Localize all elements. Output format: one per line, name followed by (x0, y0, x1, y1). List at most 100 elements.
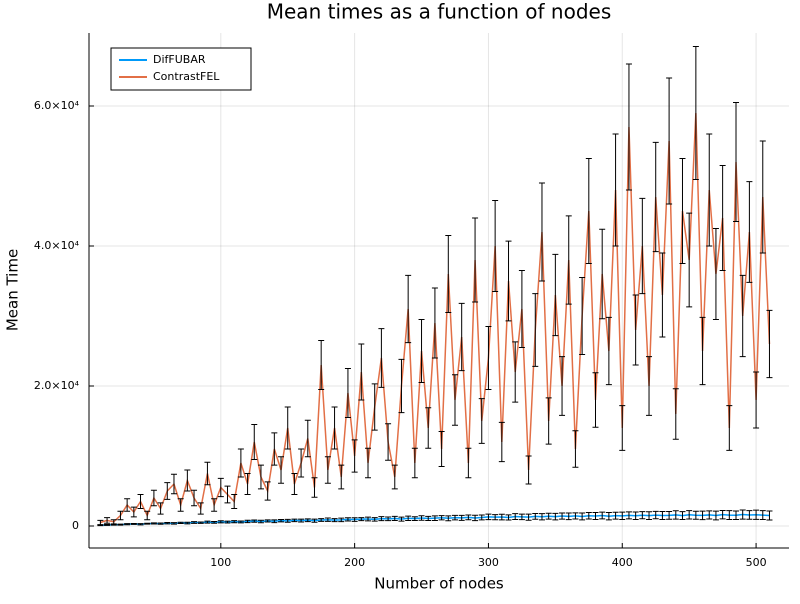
error-bar (311, 477, 318, 498)
error-bar (706, 133, 713, 247)
error-bar (759, 510, 766, 520)
legend-box (110, 47, 252, 91)
error-bar (632, 511, 639, 521)
error-bar (344, 517, 351, 522)
error-bar (512, 341, 519, 403)
error-bar (478, 514, 485, 521)
error-bar (532, 293, 539, 367)
error-bar (612, 511, 619, 520)
error-bar (324, 456, 331, 484)
error-bar (552, 512, 559, 521)
error-bar (211, 521, 218, 524)
error-bar (398, 358, 405, 414)
error-bar (204, 520, 211, 524)
error-bar (458, 302, 465, 372)
error-bar (117, 510, 124, 521)
error-bar (271, 519, 278, 524)
error-bar (739, 274, 746, 358)
x-axis-label: Number of nodes (374, 575, 504, 593)
error-bar (746, 510, 753, 520)
error-bar (291, 518, 298, 523)
error-bar (659, 511, 666, 520)
error-bar (298, 518, 305, 523)
error-bar (257, 464, 264, 490)
error-bar (157, 522, 164, 525)
error-bar (572, 430, 579, 468)
error-bar (719, 165, 726, 272)
error-bar (197, 502, 204, 515)
error-bar (472, 514, 479, 522)
error-bar (505, 514, 512, 521)
error-bar (592, 512, 599, 521)
error-bar (244, 519, 251, 524)
error-bar (619, 405, 626, 451)
error-bar (532, 512, 539, 520)
error-bar (445, 515, 452, 522)
error-bar (579, 512, 586, 521)
error-bar (692, 510, 699, 520)
y-tick-label: 6.0×10⁴ (34, 99, 80, 112)
error-bar (371, 517, 378, 522)
error-bar (625, 63, 632, 191)
error-bar (605, 316, 612, 386)
error-bar (224, 520, 231, 524)
error-bar (733, 510, 740, 520)
error-bar (358, 517, 365, 522)
error-bar (659, 252, 666, 338)
error-bar (605, 512, 612, 521)
error-bar (418, 515, 425, 521)
error-bar (117, 523, 124, 526)
error-bar (438, 515, 445, 521)
error-bar (565, 215, 572, 305)
error-bar (338, 464, 345, 490)
error-bar (699, 510, 706, 521)
error-bar (679, 511, 686, 520)
error-bar (512, 513, 519, 520)
error-bar (278, 456, 285, 484)
error-bar (231, 520, 238, 524)
error-bar (599, 228, 606, 320)
error-bar (639, 197, 646, 295)
error-bar (365, 447, 372, 479)
error-bar (686, 510, 693, 520)
error-bar (492, 200, 499, 293)
error-bar (478, 398, 485, 444)
error-bar (646, 511, 653, 521)
error-bar (545, 512, 552, 520)
error-bar (144, 522, 151, 525)
error-bar (699, 316, 706, 386)
error-bar (365, 516, 372, 522)
error-bar (458, 514, 465, 521)
error-bar (672, 388, 679, 440)
error-bar (411, 516, 418, 521)
error-bar (191, 489, 198, 507)
error-bar (672, 510, 679, 520)
error-bar (311, 518, 318, 523)
error-bar (371, 383, 378, 431)
error-bar (97, 519, 104, 526)
error-bar (224, 485, 231, 504)
error-bar (726, 510, 733, 521)
error-bar (706, 510, 713, 520)
error-bar (130, 506, 137, 518)
error-bar (518, 513, 525, 521)
error-bar (237, 448, 244, 478)
error-bar (298, 448, 305, 478)
error-bar (385, 516, 392, 522)
error-bar (124, 498, 131, 512)
error-bar (130, 522, 137, 525)
y-tick-label: 4.0×10⁴ (34, 239, 80, 252)
x-tick-label: 300 (478, 556, 499, 569)
error-bar (759, 140, 766, 254)
error-bar (619, 511, 626, 521)
error-bar (391, 464, 398, 490)
error-bar (405, 274, 412, 344)
error-bar (184, 521, 191, 525)
x-tick-label: 400 (612, 556, 633, 569)
error-bar (431, 515, 438, 521)
error-bar (137, 523, 144, 526)
error-bar (264, 519, 271, 523)
error-bar (278, 518, 285, 523)
error-bar (150, 489, 157, 507)
